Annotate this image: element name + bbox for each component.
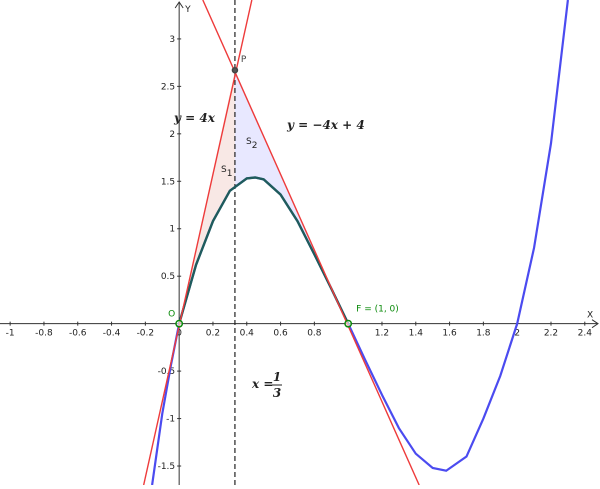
fraction-num: 1 [273,370,281,384]
area-label: S1 [221,165,232,179]
y-tick-label: 1 [169,225,175,235]
y-tick-label: -0.5 [158,367,176,377]
point [231,66,239,74]
area-label: S2 [246,137,257,151]
point [344,319,353,328]
x-tick-label: -0.2 [137,329,155,339]
y-tick-label: 2.5 [161,82,175,92]
x-axis-arrow [591,319,599,329]
point-label: P [241,55,247,65]
x-tick-label: 0.6 [273,329,288,339]
y-tick-label: 2 [169,130,175,140]
x-tick-label: 0.4 [240,329,255,339]
x-tick-label: 0.2 [206,329,220,339]
area-label-text: S [246,137,252,147]
y-axis-arrow [174,1,184,9]
x-tick-label: -0.6 [69,329,87,339]
point-label: O [168,310,175,320]
curve [177,176,350,325]
line-label: y = −4x + 4 [286,118,365,132]
point-label: F = (1, 0) [356,305,399,315]
x-tick-label: 2.4 [578,329,593,339]
line-label: y = 4x [173,111,216,125]
line [202,0,420,485]
y-tick-label: -1 [166,415,175,425]
y-axis-label: Y [184,5,191,15]
line [142,0,253,485]
area-label-sub: 1 [227,169,233,179]
x-tick-label: 0.8 [307,329,322,339]
x-tick-label: -0.8 [35,329,53,339]
x-tick-label: 1.4 [409,329,424,339]
x-tick-label: 1.6 [442,329,457,339]
x-tick-label: 1.8 [476,329,491,339]
area-label-sub: 2 [252,141,258,151]
y-tick-label: 0.5 [161,272,175,282]
y-tick-label: 3 [169,35,175,45]
curve [151,0,569,485]
y-tick-label: 1.5 [161,177,175,187]
y-tick-label: -1.5 [158,462,176,472]
fraction-lhs: x = [251,377,273,391]
x-tick-label: 2.2 [544,329,558,339]
x-tick-label: -1 [6,329,15,339]
x-axis-label: X [587,311,593,321]
x-tick-label: 2 [514,329,520,339]
x-tick-label: -0.4 [103,329,121,339]
area-label-text: S [221,165,227,175]
point [175,319,184,328]
x-tick-label: 0 [176,329,182,339]
x-tick-label: 1.2 [375,329,389,339]
fraction-den: 3 [273,386,281,400]
